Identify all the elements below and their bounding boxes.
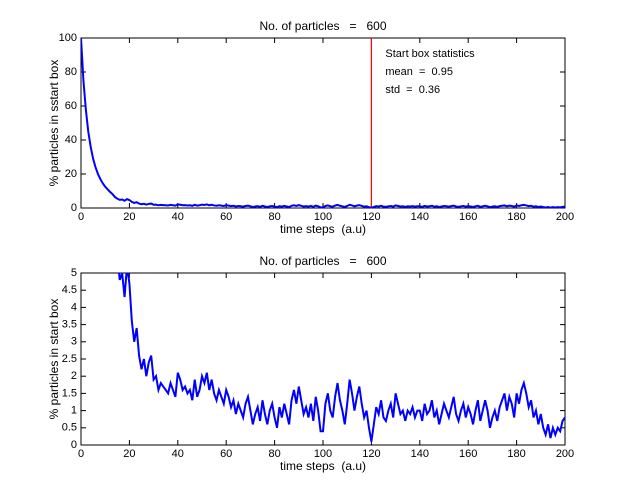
data-line bbox=[118, 273, 565, 442]
annotation: mean = 0.95 bbox=[385, 66, 453, 78]
x-tick-label: 160 bbox=[459, 211, 477, 223]
y-tick-label: 80 bbox=[65, 66, 77, 78]
y-tick-label: 1.5 bbox=[62, 387, 77, 399]
chart-title: No. of particles = 600 bbox=[259, 254, 386, 268]
y-tick-label: 4 bbox=[71, 301, 77, 313]
y-axis-label: % particles in sstart box bbox=[47, 60, 61, 187]
x-tick-label: 60 bbox=[220, 211, 232, 223]
x-tick-label: 80 bbox=[268, 211, 280, 223]
plot-area bbox=[81, 38, 565, 208]
y-tick-label: 100 bbox=[59, 32, 77, 44]
plot-area bbox=[118, 273, 565, 442]
x-tick-label: 120 bbox=[362, 448, 380, 460]
x-tick-label: 20 bbox=[123, 211, 135, 223]
x-axis-label: time steps (a.u) bbox=[280, 222, 366, 236]
y-tick-label: 1 bbox=[71, 405, 77, 417]
x-tick-label: 0 bbox=[78, 211, 84, 223]
y-tick-label: 2.5 bbox=[62, 353, 77, 365]
x-tick-label: 200 bbox=[556, 211, 574, 223]
y-tick-label: 60 bbox=[65, 100, 77, 112]
axes-box bbox=[80, 37, 566, 209]
x-tick-label: 140 bbox=[411, 211, 429, 223]
x-tick-label: 180 bbox=[507, 448, 525, 460]
x-tick-label: 160 bbox=[459, 448, 477, 460]
y-tick-label: 3.5 bbox=[62, 319, 77, 331]
x-tick-label: 20 bbox=[123, 448, 135, 460]
y-tick-label: 4.5 bbox=[62, 284, 77, 296]
data-line bbox=[81, 38, 565, 208]
x-tick-label: 0 bbox=[78, 448, 84, 460]
x-tick-label: 100 bbox=[314, 448, 332, 460]
x-tick-label: 60 bbox=[220, 448, 232, 460]
x-tick-label: 40 bbox=[172, 448, 184, 460]
x-tick-label: 180 bbox=[507, 211, 525, 223]
x-axis-label: time steps (a.u) bbox=[280, 459, 366, 473]
y-tick-label: 2 bbox=[71, 370, 77, 382]
y-tick-label: 40 bbox=[65, 134, 77, 146]
y-axis-label: % particles in start box bbox=[47, 299, 61, 420]
x-tick-label: 140 bbox=[411, 448, 429, 460]
y-tick-label: 20 bbox=[65, 168, 77, 180]
annotation: Start box statistics bbox=[385, 48, 475, 60]
y-tick-label: 0.5 bbox=[62, 422, 77, 434]
x-tick-label: 100 bbox=[314, 211, 332, 223]
x-tick-label: 120 bbox=[362, 211, 380, 223]
x-tick-label: 40 bbox=[172, 211, 184, 223]
y-tick-label: 0 bbox=[71, 439, 77, 451]
annotation: std = 0.36 bbox=[385, 84, 440, 96]
x-tick-label: 80 bbox=[268, 448, 280, 460]
y-tick-label: 3 bbox=[71, 336, 77, 348]
x-tick-label: 200 bbox=[556, 448, 574, 460]
axes-box bbox=[80, 272, 566, 446]
chart-title: No. of particles = 600 bbox=[259, 19, 386, 33]
y-tick-label: 0 bbox=[71, 202, 77, 214]
y-tick-label: 5 bbox=[71, 267, 77, 279]
